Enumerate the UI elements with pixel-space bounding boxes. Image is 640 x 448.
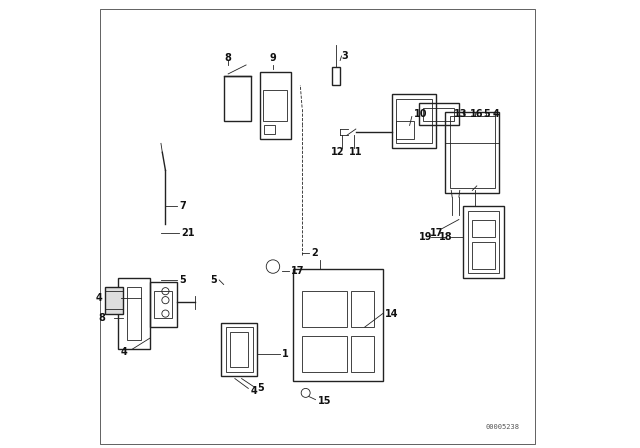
Bar (396, 121, 414, 139)
Bar (230, 332, 248, 367)
Bar (264, 125, 275, 134)
Bar (105, 291, 123, 309)
Bar (463, 206, 504, 278)
Text: 16: 16 (470, 109, 484, 119)
Text: 21: 21 (181, 228, 195, 238)
Bar (396, 99, 432, 143)
Text: 4: 4 (121, 347, 127, 357)
Text: 17: 17 (430, 228, 444, 238)
Bar (302, 336, 347, 372)
Bar (468, 211, 499, 273)
Bar (472, 220, 495, 237)
Bar (472, 242, 495, 269)
Text: 8: 8 (225, 53, 232, 63)
Text: 5: 5 (484, 109, 490, 119)
Bar (260, 72, 291, 139)
Text: 4: 4 (493, 109, 499, 119)
Text: 17: 17 (291, 266, 305, 276)
Bar (332, 67, 340, 85)
Text: 3: 3 (342, 51, 348, 61)
Text: 19: 19 (419, 233, 432, 242)
Text: 5: 5 (257, 383, 264, 393)
Bar (423, 108, 454, 121)
Bar (224, 76, 251, 121)
Text: 11: 11 (349, 147, 363, 157)
Text: 15: 15 (317, 396, 332, 406)
Text: 10: 10 (414, 109, 428, 119)
Bar (293, 269, 383, 381)
Text: 7: 7 (179, 201, 186, 211)
Bar (154, 291, 172, 318)
Text: 5: 5 (210, 275, 217, 285)
Text: 12: 12 (332, 147, 345, 157)
Bar (118, 278, 150, 349)
Text: 2: 2 (311, 248, 318, 258)
Text: 1: 1 (282, 349, 289, 359)
Text: 14: 14 (385, 309, 399, 319)
Text: 4: 4 (251, 386, 257, 396)
Bar (419, 103, 459, 125)
Bar (445, 112, 499, 193)
Bar (262, 90, 287, 121)
Bar (221, 323, 257, 376)
Text: 9: 9 (269, 53, 276, 63)
Bar (392, 94, 436, 148)
Bar (450, 116, 495, 188)
Bar (226, 327, 253, 372)
Bar (105, 287, 123, 314)
Text: 5: 5 (179, 275, 186, 285)
Bar (351, 291, 374, 327)
Text: 8: 8 (99, 313, 105, 323)
Text: 4: 4 (96, 293, 103, 303)
Text: 18: 18 (439, 233, 452, 242)
Bar (302, 291, 347, 327)
Bar (127, 287, 141, 340)
Bar (150, 282, 177, 327)
Bar (351, 336, 374, 372)
Text: 00005238: 00005238 (486, 424, 520, 430)
Text: 13: 13 (454, 109, 468, 119)
